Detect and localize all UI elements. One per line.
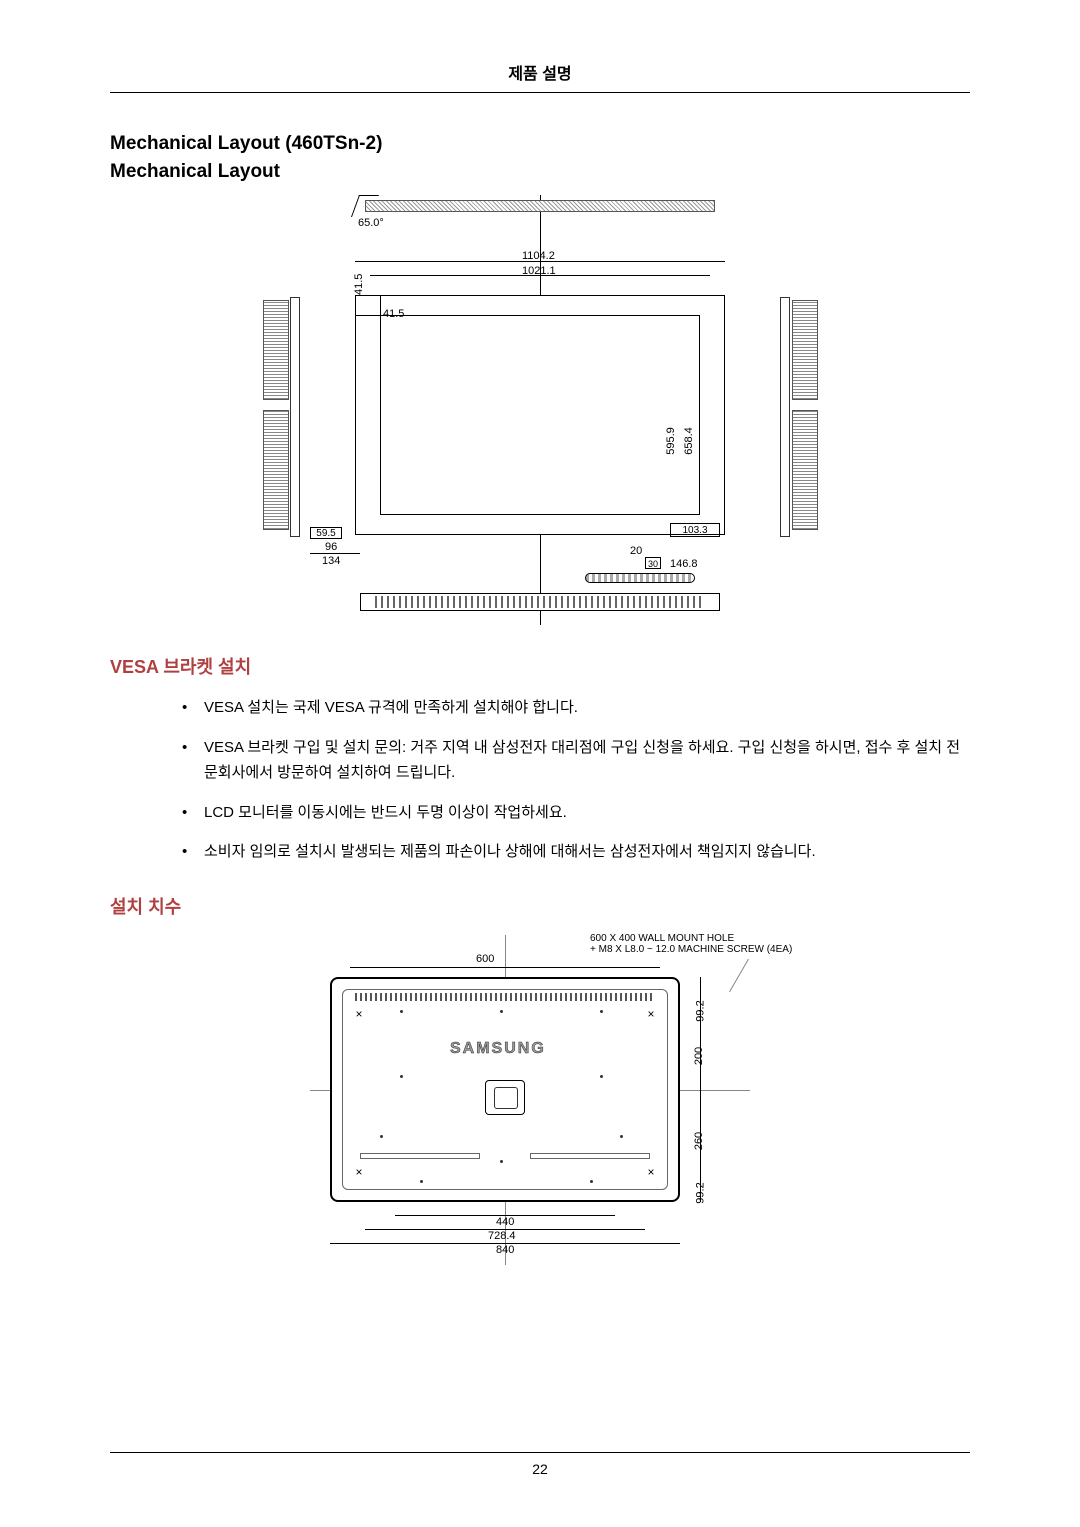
diagram1-label-96: 96 <box>325 541 337 553</box>
bullet-item-1: VESA 설치는 국제 VESA 규격에 만족하게 설치해야 합니다. <box>182 695 970 721</box>
diagram2-dot <box>500 1160 503 1163</box>
diagram1-label-30: 30 <box>645 557 661 569</box>
diagram2-hole-bl: × <box>355 1165 363 1173</box>
diagram1-inner-rect <box>380 315 700 515</box>
diagram1-offset-v <box>380 295 381 315</box>
diagram2-dot <box>500 1010 503 1013</box>
heading-install-dimensions: 설치 치수 <box>110 893 970 919</box>
bullet-item-2: VESA 브라켓 구입 및 설치 문의: 거주 지역 내 삼성전자 대리점에 구… <box>182 735 970 786</box>
diagram2-brand-logo: SAMSUNG <box>450 1040 546 1058</box>
diagram1-bottom-ports <box>375 596 705 608</box>
diagram2-dot <box>380 1135 383 1138</box>
page-container: 제품 설명 Mechanical Layout (460TSn-2) Mecha… <box>0 0 1080 1325</box>
diagram1-right-side-top <box>792 300 818 400</box>
diagram2-hole-br: × <box>647 1165 655 1173</box>
diagram1-label-angle: 65.0° <box>358 217 384 229</box>
page-number: 22 <box>110 1452 970 1477</box>
diagram1-label-146-8: 146.8 <box>670 558 698 570</box>
diagram1-label-h-inner: 595.9 <box>665 427 677 455</box>
diagram1-label-41-5-h: 41.5 <box>383 308 404 320</box>
diagram2-label-440: 440 <box>496 1216 514 1228</box>
diagram1-bl-line <box>310 553 360 554</box>
diagram1-right-side-back <box>780 297 790 537</box>
diagram2-mount-note: 600 X 400 WALL MOUNT HOLE + M8 X L8.0 ~ … <box>590 933 792 955</box>
diagram2-right-dim-line <box>700 977 701 1202</box>
diagram1-left-side-top <box>263 300 289 400</box>
diagram1-label-134: 134 <box>322 555 340 567</box>
diagram1-offset-h <box>355 315 380 316</box>
heading-mechanical-layout-model: Mechanical Layout (460TSn-2) <box>110 133 970 155</box>
heading-mechanical-layout: Mechanical Layout <box>110 161 970 183</box>
bullet-item-3: LCD 모니터를 이동시에는 반드시 두명 이상이 작업하세요. <box>182 800 970 826</box>
diagram2-dot <box>620 1135 623 1138</box>
vesa-bullet-list: VESA 설치는 국제 VESA 규격에 만족하게 설치해야 합니다. VESA… <box>110 695 970 865</box>
diagram2-dot <box>420 1180 423 1183</box>
diagram2-bottom-bar-left <box>360 1153 480 1159</box>
diagram2-leader <box>729 958 749 991</box>
diagram1-label-103-3: 103.3 <box>670 523 720 537</box>
diagram2-hole-tr: × <box>647 1007 655 1015</box>
diagram2-dot <box>600 1010 603 1013</box>
diagram2-dot <box>400 1010 403 1013</box>
diagram1-label-41-5-v: 41.5 <box>353 274 365 295</box>
diagram2-dot <box>590 1180 593 1183</box>
diagram2-label-728-4: 728.4 <box>488 1230 516 1242</box>
diagram2-dot <box>600 1075 603 1078</box>
install-dimensions-diagram: 600 X 400 WALL MOUNT HOLE + M8 X L8.0 ~ … <box>110 935 970 1265</box>
diagram2-top-dim <box>350 967 660 968</box>
diagram1-dim-top2 <box>370 275 710 276</box>
heading-vesa-bracket: VESA 브라켓 설치 <box>110 653 970 679</box>
diagram1-label-59-5: 59.5 <box>310 527 342 539</box>
diagram2-label-840: 840 <box>496 1244 514 1256</box>
diagram1-right-side-bottom <box>792 410 818 530</box>
page-header-title: 제품 설명 <box>110 60 970 93</box>
diagram1-connector-capsule <box>585 573 695 583</box>
diagram1-left-side-bottom <box>263 410 289 530</box>
bullet-item-4: 소비자 임의로 설치시 발생되는 제품의 파손이나 상해에 대해서는 삼성전자에… <box>182 839 970 865</box>
diagram1-label-h-outer: 658.4 <box>683 427 695 455</box>
diagram2-dot <box>400 1075 403 1078</box>
diagram1-left-side-back <box>290 297 300 537</box>
diagram1-dim-top1 <box>355 261 725 262</box>
diagram1-angle-mark <box>351 195 379 217</box>
diagram2-top-accent <box>355 993 655 1001</box>
diagram2-center-block <box>485 1080 525 1115</box>
diagram2-label-600: 600 <box>476 953 494 965</box>
mechanical-layout-diagram: 65.0° 1104.2 1021.1 41.5 41.5 595.9 658.… <box>110 195 970 625</box>
diagram1-label-20: 20 <box>630 545 642 557</box>
diagram2-bottom-bar-right <box>530 1153 650 1159</box>
diagram1-top-bar <box>365 200 715 212</box>
diagram2-hole-tl: × <box>355 1007 363 1015</box>
